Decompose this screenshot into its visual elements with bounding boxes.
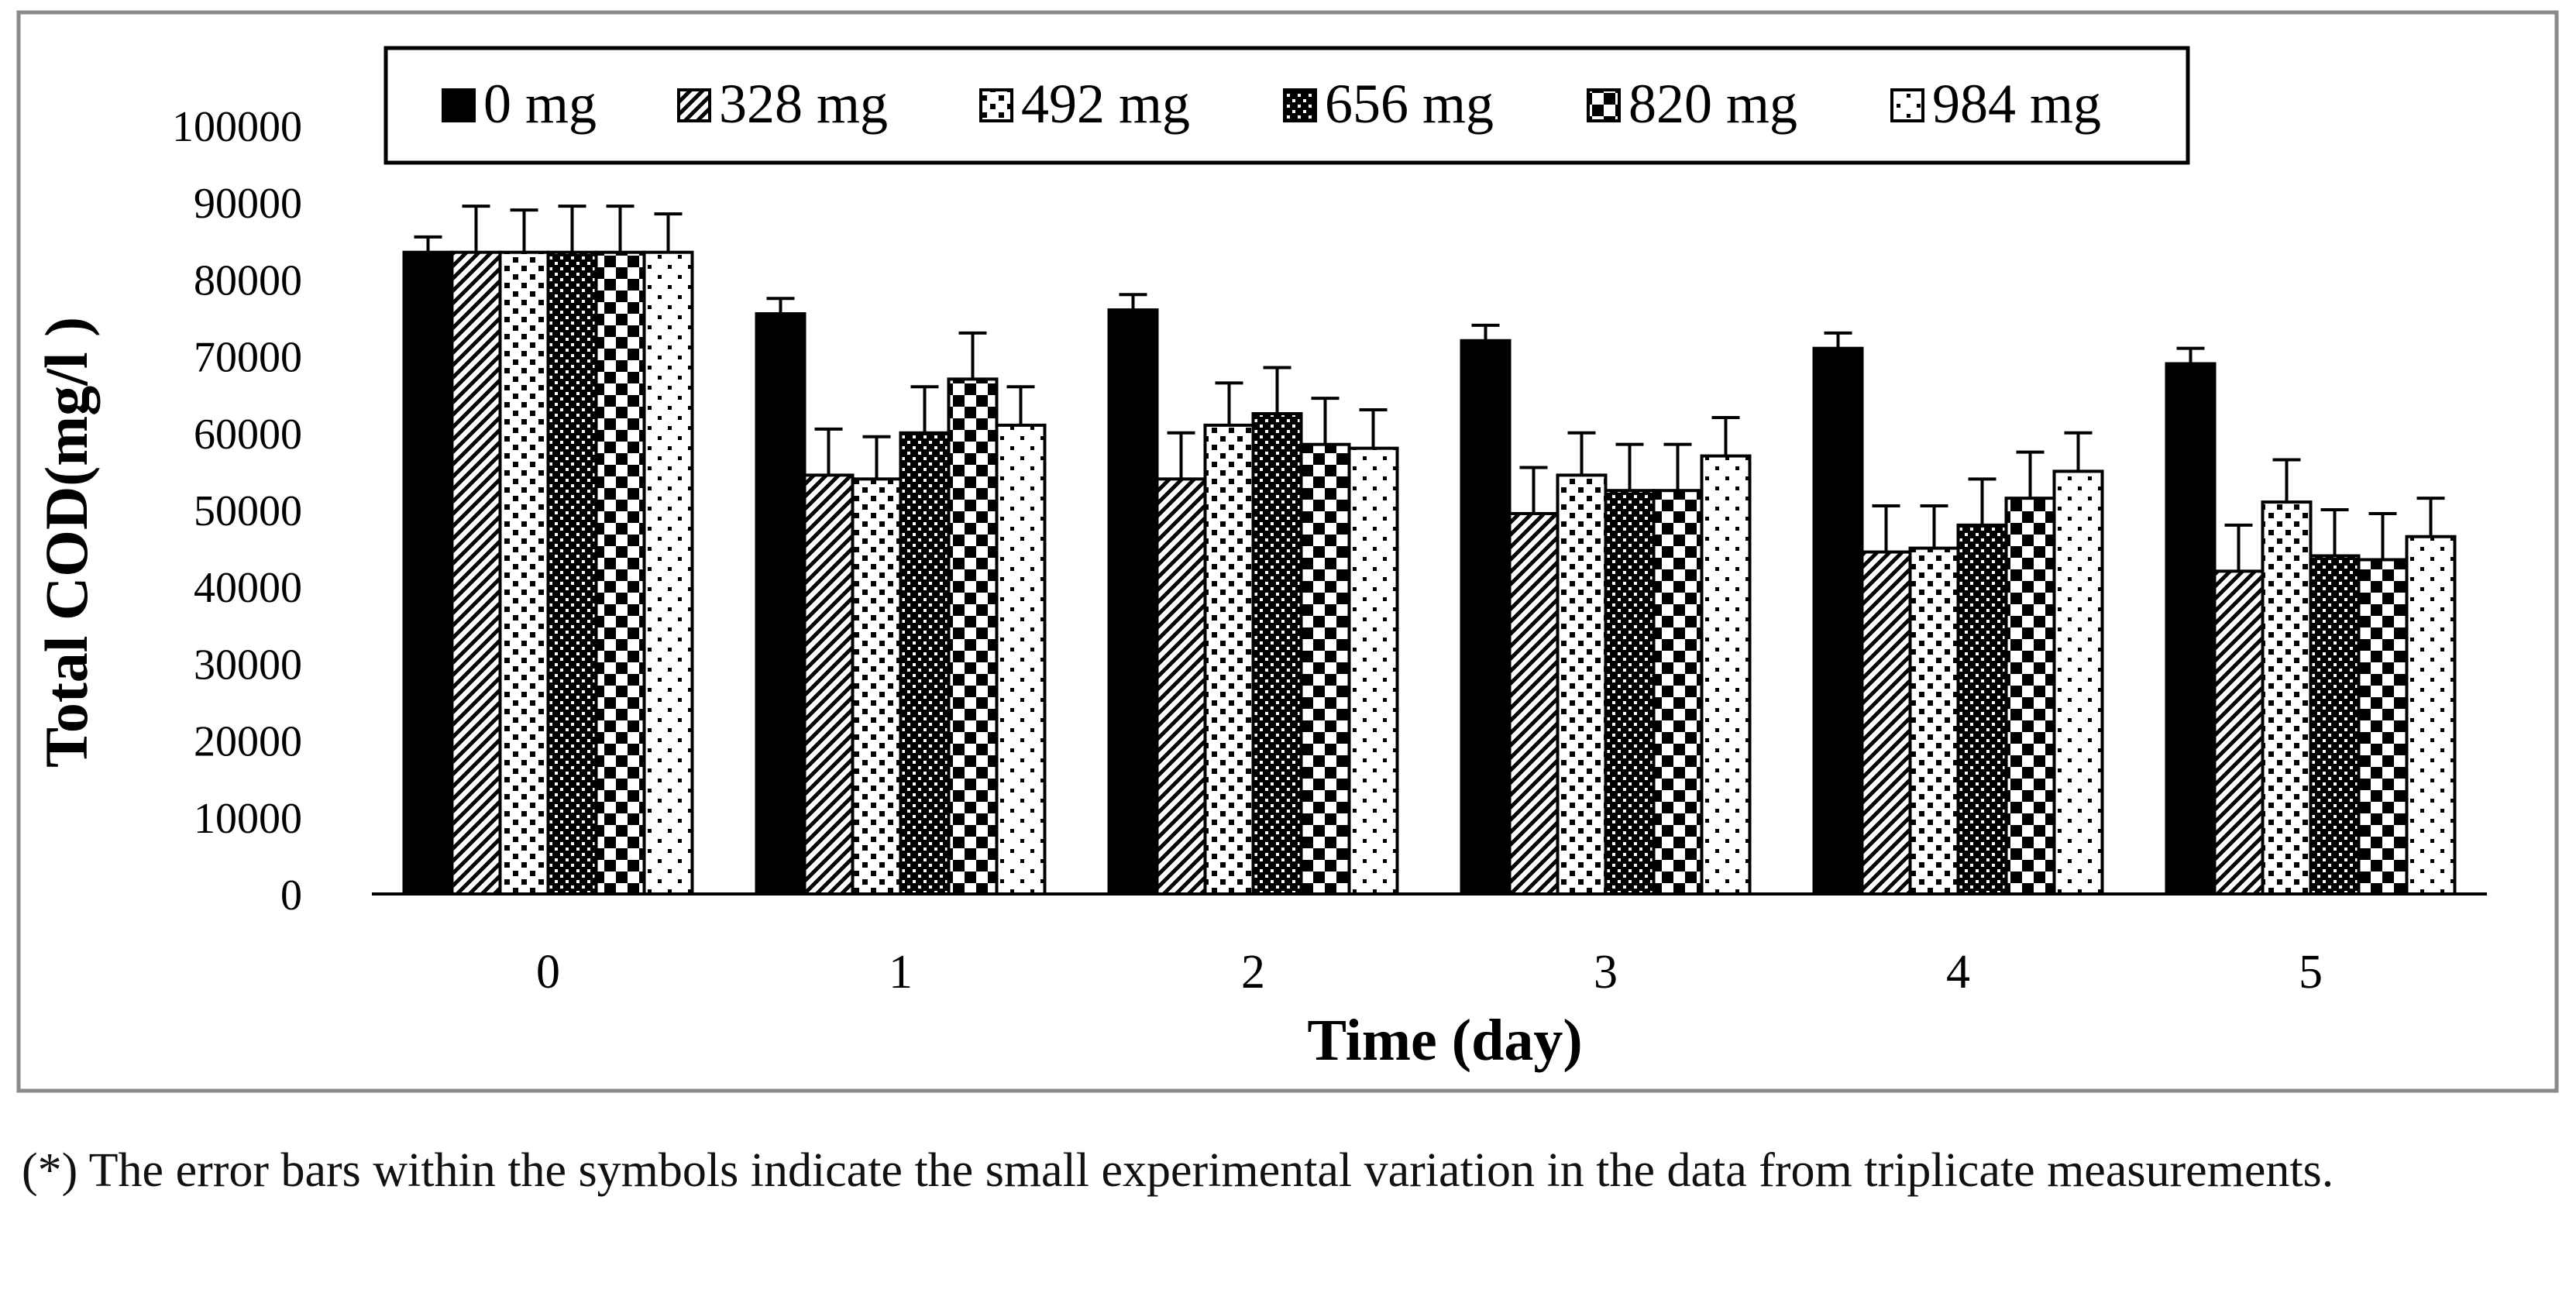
x-tick-label: 3 xyxy=(1594,946,1618,999)
legend-swatch xyxy=(1283,88,1317,122)
y-tick-label: 20000 xyxy=(194,718,302,766)
bar xyxy=(1556,473,1608,896)
x-tick-labels: 0 1 2 3 4 5 xyxy=(536,946,2323,999)
bar xyxy=(2052,469,2104,896)
y-tick-label: 10000 xyxy=(194,795,302,843)
x-tick-label: 4 xyxy=(1946,946,1970,999)
legend-label: 492 mg xyxy=(1021,73,1190,135)
legend-swatch xyxy=(1890,88,1924,122)
bar xyxy=(1700,454,1752,896)
bar xyxy=(1908,546,1960,896)
bar xyxy=(755,312,807,896)
x-tick-label: 2 xyxy=(1241,946,1265,999)
bar xyxy=(642,250,694,896)
bar xyxy=(402,250,454,896)
legend-swatch xyxy=(979,88,1013,122)
y-axis-title: Total COD(mg/l ) xyxy=(33,317,100,768)
caption: (*) The error bars within the symbols in… xyxy=(22,1144,2334,1197)
x-tick-label: 0 xyxy=(536,946,560,999)
bar xyxy=(1652,489,1704,896)
bar xyxy=(2165,362,2217,896)
bar xyxy=(1107,308,1159,896)
y-tick-labels: 0 10000 20000 30000 40000 50000 60000 70000 8000… xyxy=(172,103,302,920)
legend-label: 656 mg xyxy=(1325,73,1494,135)
bars xyxy=(402,250,2457,896)
bar xyxy=(1203,423,1255,896)
bar xyxy=(1604,489,1656,896)
legend-swatch xyxy=(1587,88,1621,122)
y-tick-label: 60000 xyxy=(194,411,302,459)
x-tick-label: 1 xyxy=(889,946,913,999)
bar xyxy=(851,477,903,896)
bar xyxy=(498,250,550,896)
bar xyxy=(899,431,951,896)
legend-swatch xyxy=(677,88,711,122)
bar xyxy=(2004,497,2056,896)
bar xyxy=(2309,554,2361,896)
bar xyxy=(2213,569,2265,896)
bar xyxy=(947,377,999,896)
bar xyxy=(995,423,1047,896)
bar xyxy=(2261,500,2313,896)
bar xyxy=(1860,550,1912,896)
legend-swatch xyxy=(442,88,476,122)
bar xyxy=(1299,442,1351,896)
bar xyxy=(1956,523,2008,896)
bar xyxy=(1508,511,1560,896)
legend-label: 0 mg xyxy=(483,73,597,135)
y-tick-label: 70000 xyxy=(194,334,302,382)
legend-label: 328 mg xyxy=(719,73,888,135)
bar xyxy=(1460,339,1512,896)
legend-label: 820 mg xyxy=(1628,73,1797,135)
y-tick-label: 90000 xyxy=(194,180,302,228)
bar xyxy=(2357,558,2409,896)
y-tick-label: 100000 xyxy=(172,103,302,151)
bar xyxy=(1347,446,1399,896)
legend-label: 984 mg xyxy=(1932,73,2101,135)
chart: 0 10000 20000 30000 40000 50000 60000 70000 8000… xyxy=(16,10,2559,1093)
y-tick-label: 40000 xyxy=(194,564,302,612)
bar xyxy=(1812,346,1864,896)
bar xyxy=(2405,535,2457,896)
y-tick-label: 50000 xyxy=(194,487,302,535)
bar xyxy=(450,250,502,896)
bar xyxy=(546,250,598,896)
bar xyxy=(1251,412,1303,896)
error-bars xyxy=(414,205,2445,572)
x-axis-title: Time (day) xyxy=(1307,1008,1582,1073)
y-tick-label: 30000 xyxy=(194,641,302,689)
x-tick-label: 5 xyxy=(2299,946,2323,999)
bar xyxy=(594,250,646,896)
legend: 0 mg 328 mg 492 mg 656 mg 820 mg 984 mg xyxy=(442,73,2101,135)
y-tick-label: 80000 xyxy=(194,256,302,304)
y-tick-label: 0 xyxy=(280,872,302,920)
bar xyxy=(803,473,855,896)
bar xyxy=(1155,477,1207,896)
